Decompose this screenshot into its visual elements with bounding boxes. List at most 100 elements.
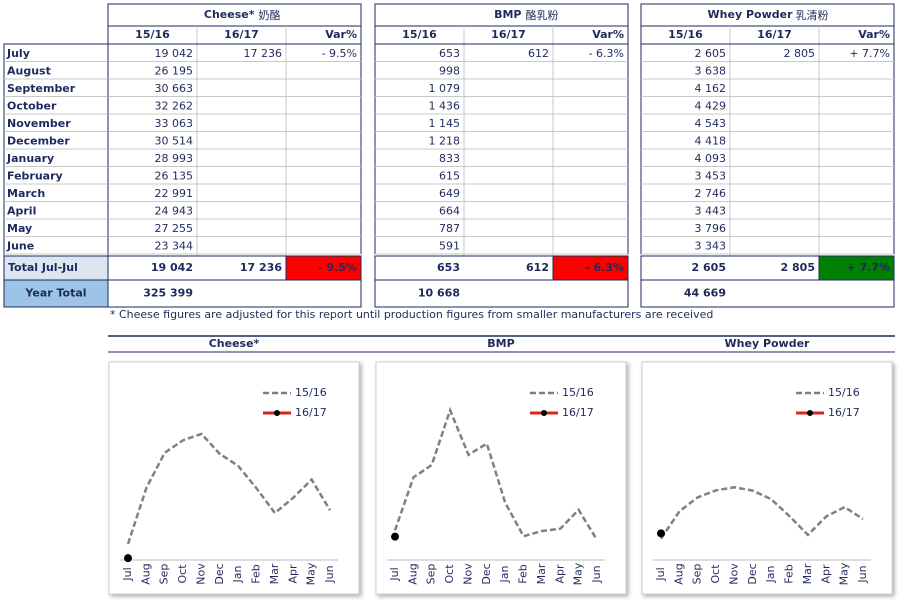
group-subtitle: 奶酪 <box>259 8 281 22</box>
group-title: BMP <box>494 8 521 21</box>
cell-value: 4 162 <box>695 82 727 95</box>
x-tick-label: Jul <box>121 567 134 581</box>
cell-value: + 7.7% <box>849 47 890 60</box>
group-title: Whey Powder <box>708 8 794 21</box>
x-tick-label: Feb <box>783 564 796 583</box>
cell-value: 833 <box>439 152 460 165</box>
x-tick-label: Dec <box>213 563 226 584</box>
total-value: 2 605 <box>692 261 726 274</box>
cell-value: 3 796 <box>695 222 727 235</box>
series-line <box>393 406 599 541</box>
var-cell <box>285 255 362 281</box>
month-label: December <box>7 134 70 147</box>
column-header: 16/17 <box>224 28 259 41</box>
cell-value: 4 429 <box>695 99 727 112</box>
group-subtitle: 乳清粉 <box>796 9 829 22</box>
total-value: 653 <box>437 261 460 274</box>
series-point <box>657 529 665 538</box>
cell-value: 1 436 <box>429 99 461 112</box>
series-line <box>126 432 332 545</box>
series-point <box>124 554 132 563</box>
column-header: 15/16 <box>668 28 703 41</box>
legend-marker <box>274 410 280 416</box>
cell-value: 591 <box>439 239 460 252</box>
cell-value: 17 236 <box>244 47 283 60</box>
group-title: Cheese* <box>204 8 255 21</box>
cell-value: 664 <box>439 204 460 217</box>
chart-title: BMP <box>487 337 514 350</box>
year-total-value: 44 669 <box>684 287 726 300</box>
cell-value: 2 605 <box>695 47 727 60</box>
cell-value: - 9.5% <box>322 47 357 60</box>
column-header: 15/16 <box>402 28 437 41</box>
column-header: 16/17 <box>757 28 792 41</box>
var-cell <box>552 255 629 281</box>
x-tick-label: Dec <box>480 563 493 584</box>
cell-value: 2 805 <box>784 47 816 60</box>
chart-title: Whey Powder <box>725 337 811 350</box>
cell-value: 4 093 <box>695 152 727 165</box>
year-total-label: Year Total <box>24 287 86 300</box>
cell-value: 2 746 <box>695 187 727 200</box>
x-tick-label: Jan <box>231 565 244 583</box>
legend-label: 16/17 <box>562 406 594 419</box>
year-total-row <box>640 279 895 308</box>
x-tick-label: Jul <box>388 567 401 581</box>
total-label: Total Jul-Jul <box>8 261 78 274</box>
total-value: - 9.5% <box>318 261 357 274</box>
cell-value: 26 195 <box>155 64 194 77</box>
column-header: Var% <box>325 28 357 41</box>
cell-value: 33 063 <box>155 117 194 130</box>
x-tick-label: Feb <box>250 564 263 583</box>
total-value: 19 042 <box>151 261 193 274</box>
cell-value: 4 543 <box>695 117 727 130</box>
x-tick-label: Apr <box>553 564 566 584</box>
column-header: 16/17 <box>491 28 526 41</box>
column-header: Var% <box>592 28 624 41</box>
month-label: March <box>7 187 45 200</box>
total-label-cell <box>3 255 109 281</box>
x-tick-label: Mar <box>801 563 814 584</box>
x-tick-label: Jul <box>654 567 667 581</box>
cell-value: 3 638 <box>695 64 727 77</box>
legend-label: 16/17 <box>295 406 327 419</box>
month-label: October <box>7 99 57 112</box>
total-value: + 7.7% <box>846 261 890 274</box>
cell-value: 612 <box>528 47 549 60</box>
cell-value: 19 042 <box>155 47 194 60</box>
x-tick-label: Aug <box>139 563 152 584</box>
year-total-row <box>107 279 362 308</box>
x-tick-label: Sep <box>691 564 704 585</box>
month-label: June <box>6 239 34 252</box>
x-tick-label: May <box>572 562 585 585</box>
legend-marker <box>541 410 547 416</box>
x-tick-label: Sep <box>158 564 171 585</box>
total-value: 2 805 <box>781 261 815 274</box>
group-subtitle: 酪乳粉 <box>526 9 559 22</box>
legend-marker <box>807 410 813 416</box>
cell-value: 1 079 <box>429 82 461 95</box>
cell-value: 32 262 <box>155 99 194 112</box>
series-point <box>391 532 399 541</box>
x-tick-label: Oct <box>443 564 456 584</box>
cell-value: 4 418 <box>695 134 727 147</box>
x-tick-label: Sep <box>425 564 438 585</box>
month-label: January <box>6 152 54 165</box>
x-tick-label: Jan <box>764 565 777 583</box>
x-tick-label: Apr <box>286 564 299 584</box>
x-tick-label: Jun <box>323 565 336 583</box>
month-label: February <box>7 169 63 182</box>
x-tick-label: Jun <box>590 565 603 583</box>
month-label: July <box>6 47 30 60</box>
x-tick-label: May <box>305 562 318 585</box>
cell-value: 30 663 <box>155 82 194 95</box>
cell-value: 3 443 <box>695 204 727 217</box>
x-tick-label: Nov <box>461 563 474 585</box>
chart-box <box>375 361 627 595</box>
x-tick-label: Feb <box>517 564 530 583</box>
chart-box <box>108 361 360 595</box>
cell-value: 3 453 <box>695 169 727 182</box>
year-total-row <box>374 279 629 308</box>
cell-value: 26 135 <box>155 169 194 182</box>
year-total-value: 325 399 <box>143 287 193 300</box>
